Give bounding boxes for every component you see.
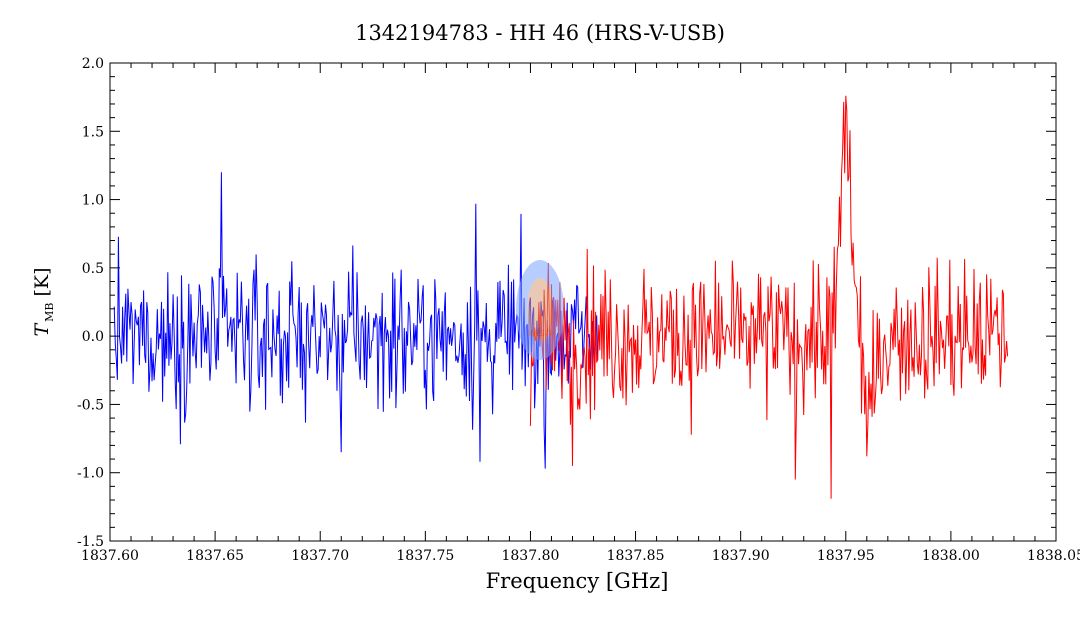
svg-text:TMB[K]: T MB [K] [31, 267, 56, 336]
x-tick-label: 1837.60 [81, 548, 139, 564]
y-tick-label: 0.0 [82, 329, 104, 345]
x-tick-label: 1837.90 [712, 548, 770, 564]
y-axis-label-sub: MB [43, 302, 56, 321]
y-axis-label-main: T [31, 323, 53, 337]
x-tick-label: 1837.95 [817, 548, 875, 564]
x-axis: 1837.60 1837.65 1837.70 1837.75 1837.80 1837.… [81, 63, 1080, 564]
watermark: wish [516, 260, 564, 360]
plot-frame [109, 62, 1057, 542]
x-tick-label: 1837.70 [291, 548, 349, 564]
y-axis-label: T MB [K] [31, 267, 56, 336]
y-tick-label: -0.5 [77, 397, 104, 413]
y-axis: -1.5 -1.0 -0.5 0.0 0.5 1.0 1.5 2.0 [77, 56, 1056, 550]
x-axis-label: Frequency [GHz] [486, 569, 669, 593]
y-tick-label: 0.5 [82, 261, 104, 277]
y-axis-label-unit: [K] [31, 267, 53, 296]
x-tick-label: 1837.65 [186, 548, 244, 564]
x-tick-label: 1838.00 [922, 548, 980, 564]
x-tick-label: 1837.75 [396, 548, 454, 564]
chart-title: 1342194783 - HH 46 (HRS-V-USB) [355, 21, 725, 45]
y-tick-label: 1.5 [82, 124, 104, 140]
y-tick-label: -1.0 [77, 466, 104, 482]
y-tick-label: 2.0 [82, 56, 104, 72]
x-tick-label: 1837.80 [501, 548, 559, 564]
y-tick-label: -1.5 [77, 534, 104, 550]
watermark-text: wish [528, 326, 553, 339]
series-line-2 [529, 95, 1009, 499]
x-tick-label: 1837.85 [607, 548, 665, 564]
y-tick-label: 1.0 [82, 193, 104, 209]
x-tick-label: 1838.05 [1027, 548, 1080, 564]
